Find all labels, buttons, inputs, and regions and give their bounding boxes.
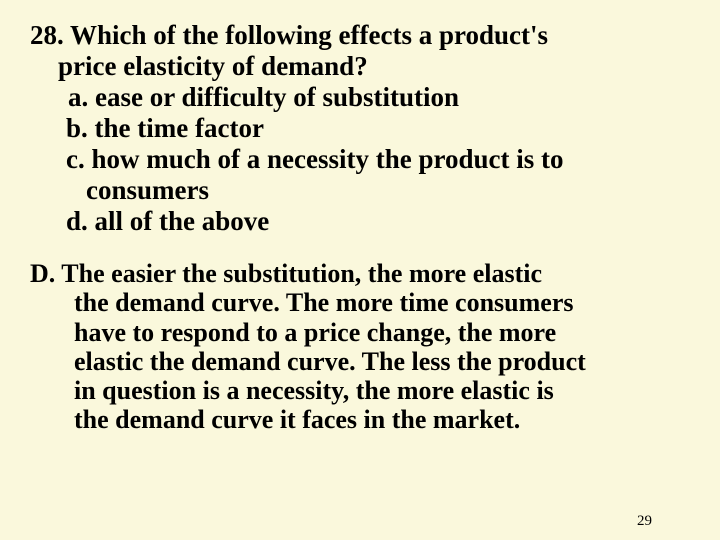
question-stem-line1: 28. Which of the following effects a pro… (30, 20, 690, 51)
question-block: 28. Which of the following effects a pro… (30, 20, 690, 237)
answer-line3: have to respond to a price change, the m… (30, 318, 690, 347)
option-b: b. the time factor (30, 113, 690, 144)
page-number: 29 (637, 513, 652, 530)
question-stem-line2: price elasticity of demand? (30, 51, 690, 82)
answer-block: D. The easier the substitution, the more… (30, 259, 690, 434)
answer-line4: elastic the demand curve. The less the p… (30, 347, 690, 376)
option-c-line1: c. how much of a necessity the product i… (30, 144, 690, 175)
option-d: d. all of the above (30, 206, 690, 237)
answer-line2: the demand curve. The more time consumer… (30, 288, 690, 317)
option-a: a. ease or difficulty of substitution (30, 82, 690, 113)
option-c-line2: consumers (30, 175, 690, 206)
answer-line1: D. The easier the substitution, the more… (30, 259, 690, 288)
answer-line6: the demand curve it faces in the market. (30, 405, 690, 434)
answer-line5: in question is a necessity, the more ela… (30, 376, 690, 405)
